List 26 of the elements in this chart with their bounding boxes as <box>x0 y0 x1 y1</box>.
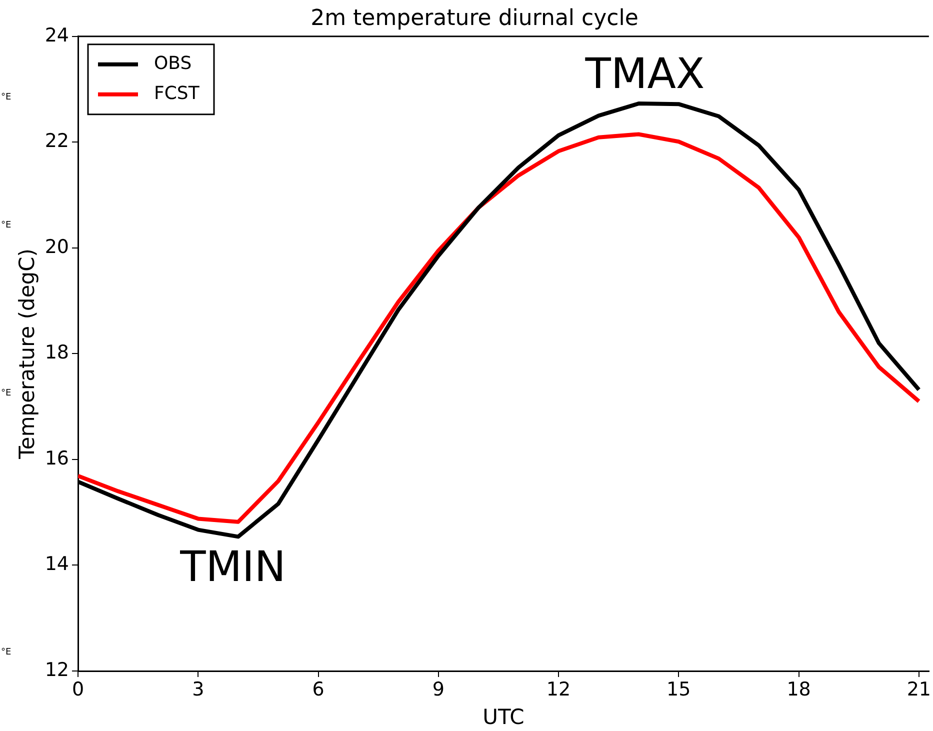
x-tick-label: 15 <box>666 678 691 700</box>
y-tick-label: 12 <box>44 658 69 681</box>
y-tick-label: 22 <box>44 130 69 152</box>
y-tick-label: 24 <box>44 24 69 46</box>
x-tick-label: 21 <box>906 678 932 700</box>
text: °E <box>1 220 12 230</box>
annotation: TMIN <box>179 542 286 591</box>
x-axis-title: UTC <box>482 704 524 729</box>
text: °E <box>1 92 12 102</box>
annotation: TMAX <box>584 48 705 98</box>
y-tick-label: 20 <box>44 236 69 258</box>
text: °E <box>1 388 12 398</box>
y-tick-label: 18 <box>44 342 69 364</box>
y-tick-label: 14 <box>44 553 69 576</box>
y-axis-title: Temperature (degC) <box>15 248 40 460</box>
legend-label: OBS <box>154 53 192 74</box>
legend-label: FCST <box>154 83 200 104</box>
x-tick-label: 9 <box>432 678 444 700</box>
x-tick-label: 0 <box>72 678 84 700</box>
x-tick-label: 12 <box>546 678 571 700</box>
chart-title: 2m temperature diurnal cycle <box>310 6 638 31</box>
text: °E <box>1 647 12 658</box>
x-tick-label: 3 <box>192 678 204 700</box>
x-tick-label: 6 <box>312 678 324 700</box>
y-tick-label: 16 <box>44 447 69 470</box>
x-tick-label: 18 <box>786 678 811 700</box>
